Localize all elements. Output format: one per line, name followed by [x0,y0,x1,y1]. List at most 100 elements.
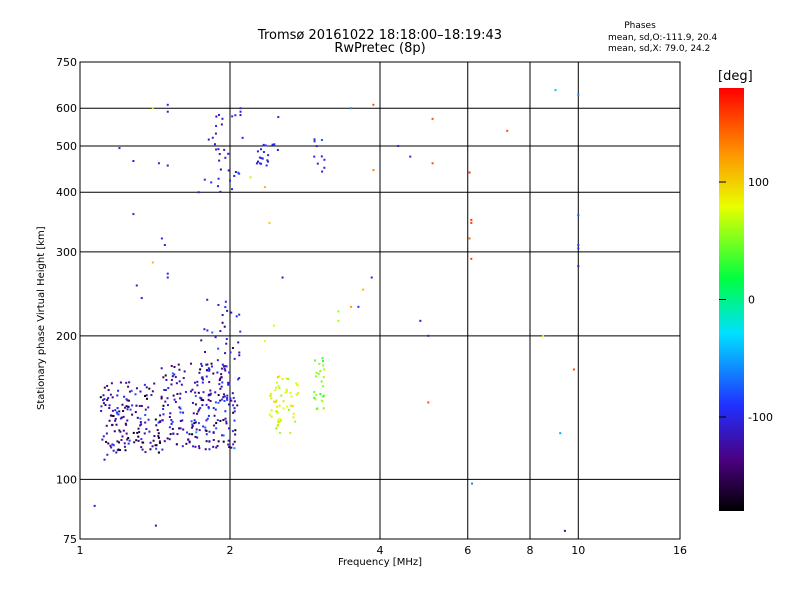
data-point [177,363,180,366]
data-point [100,409,103,412]
data-point [200,397,203,400]
data-point [178,427,181,430]
data-point [166,164,169,167]
data-point [237,378,240,381]
data-point [174,376,177,379]
data-point [260,157,263,160]
data-point [203,178,206,181]
data-point [317,372,320,375]
data-point [226,394,229,397]
data-point [192,412,195,415]
data-point [563,529,566,532]
data-point [153,434,156,437]
data-point [275,427,278,430]
data-point [187,438,190,441]
data-point [115,411,118,414]
x-tick-label: 6 [464,544,471,557]
data-point [276,376,279,379]
data-point [231,188,234,191]
data-point [161,448,164,451]
data-point [168,415,171,418]
data-point [205,419,208,422]
data-point [135,404,138,407]
data-point [105,424,108,427]
data-point [291,404,294,407]
data-point [313,155,316,158]
data-point [228,446,231,449]
data-point [227,439,230,442]
data-point [225,420,228,423]
data-point [142,441,145,444]
data-point [322,364,325,367]
data-point [136,416,139,419]
data-point [215,446,218,449]
data-point [153,382,156,385]
data-point [238,172,241,175]
colorbar-tick-label: -100 [748,411,773,424]
data-point [323,158,326,161]
data-point [208,440,211,443]
data-point [272,324,275,327]
phases-o-stats: mean, sd,O:-111.9, 20.4 [608,33,718,43]
data-point [207,407,210,410]
data-point [267,154,270,157]
data-point [271,143,274,146]
data-point [233,400,236,403]
data-point [140,423,143,426]
data-point [280,394,283,397]
data-point [111,396,114,399]
data-point [157,421,160,424]
data-point [322,407,325,410]
colorbar-tick-label: 0 [748,294,755,307]
data-point [277,116,280,119]
data-point [337,319,340,322]
data-point [171,375,174,378]
data-point [151,107,154,110]
data-point [197,391,200,394]
data-point [228,371,231,374]
data-point [108,404,111,407]
data-point [226,398,229,401]
data-point [99,396,102,399]
data-point [182,377,185,380]
data-point [105,440,108,443]
data-point [197,410,200,413]
data-point [195,428,198,431]
data-point [222,365,225,368]
x-tick-label: 8 [527,544,534,557]
data-point [282,400,285,403]
data-point [222,440,225,443]
data-point [128,381,131,384]
data-point [166,272,169,275]
data-point [320,138,323,141]
data-point [212,407,215,410]
data-point [109,393,112,396]
data-point [144,395,147,398]
data-point [313,359,316,362]
data-point [278,404,281,407]
data-point [208,448,211,451]
data-point [144,408,147,411]
data-point [138,431,141,434]
data-point [215,115,218,118]
data-point [213,424,216,427]
data-point [234,429,237,432]
data-point [111,409,114,412]
data-point [270,415,273,418]
data-point [211,331,214,334]
data-point [139,417,142,420]
data-point [191,423,194,426]
data-point [157,162,160,165]
data-point [212,438,215,441]
data-point [319,370,322,373]
data-point [233,174,236,177]
data-point [200,339,203,342]
data-point [179,407,182,410]
y-axis-label-wrap: Stationary phase Virtual Height [km] [36,226,266,424]
data-point [286,390,289,393]
data-point [221,117,224,120]
data-point [205,375,208,378]
data-point [577,93,580,96]
data-point [238,351,241,354]
